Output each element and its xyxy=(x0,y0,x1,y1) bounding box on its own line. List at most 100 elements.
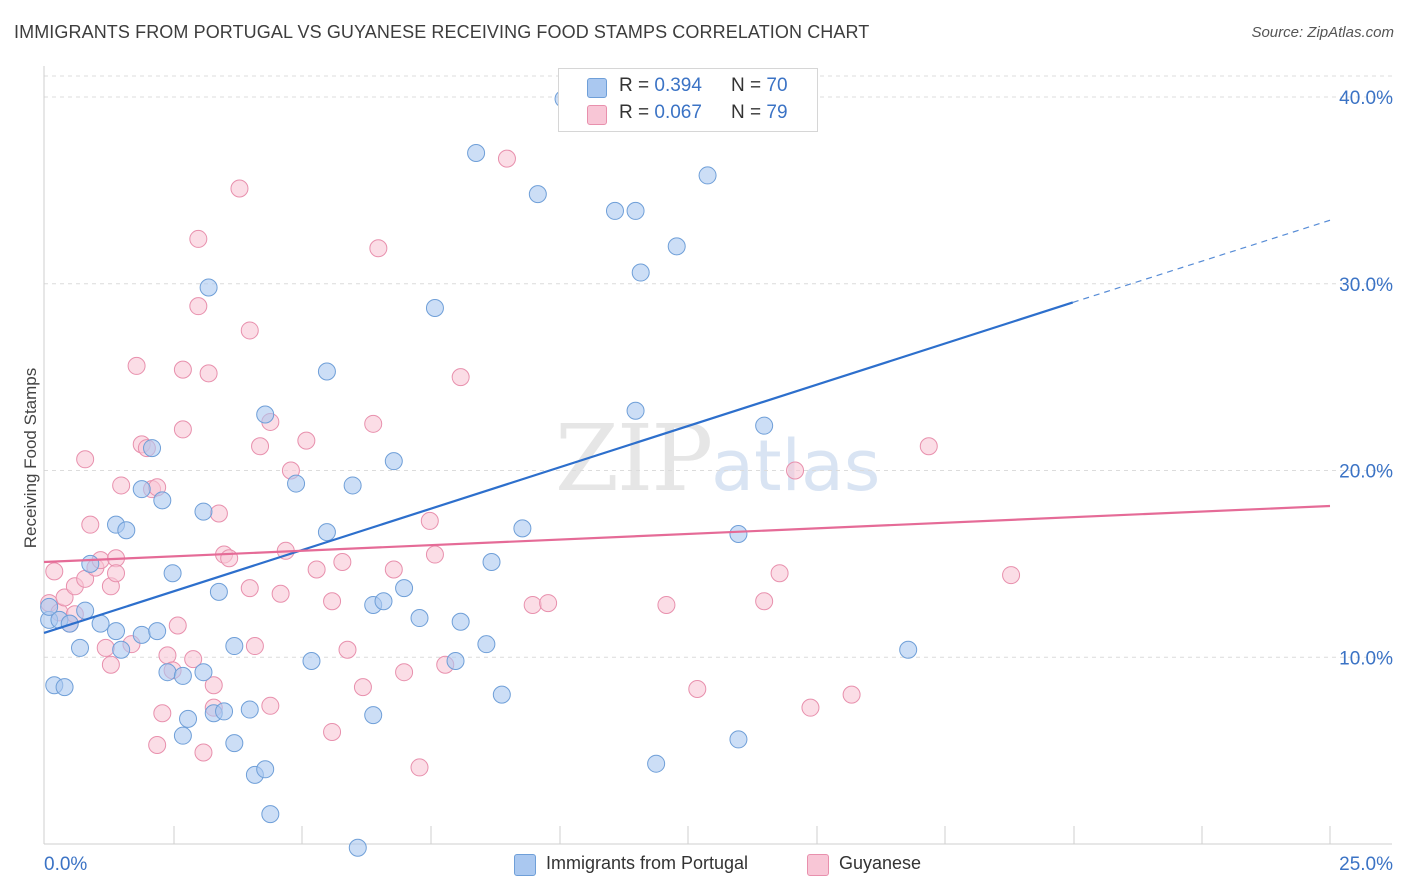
data-point xyxy=(353,678,372,697)
legend-label-guyanese: Guyanese xyxy=(839,853,922,873)
tick-labels: 10.0% 20.0% 30.0% 40.0% 0.0% 25.0% xyxy=(44,88,1393,875)
y-tick-label: 20.0% xyxy=(1339,462,1393,483)
data-point xyxy=(317,523,336,542)
data-point xyxy=(173,726,192,745)
data-point xyxy=(189,229,208,248)
data-point xyxy=(189,297,208,316)
data-point xyxy=(333,553,352,572)
data-point xyxy=(184,650,203,669)
data-point xyxy=(127,356,146,375)
data-point xyxy=(45,562,64,581)
data-point xyxy=(55,588,74,607)
data-point xyxy=(369,239,388,258)
data-point xyxy=(899,640,918,659)
data-point xyxy=(199,278,218,297)
data-point xyxy=(209,504,228,523)
data-point xyxy=(81,554,100,573)
data-point xyxy=(477,635,496,654)
data-point xyxy=(451,368,470,387)
series-legend: Immigrants from Portugal Guyanese xyxy=(0,852,1406,878)
data-point xyxy=(173,360,192,379)
data-point xyxy=(1002,566,1021,585)
trend-line-portugal xyxy=(43,301,1074,635)
data-point xyxy=(523,595,542,614)
watermark-zip: ZIP xyxy=(555,405,713,512)
data-point xyxy=(364,706,383,725)
data-point xyxy=(657,595,676,614)
data-point xyxy=(153,491,172,510)
data-point xyxy=(729,730,748,749)
y-tick-label: 10.0% xyxy=(1339,648,1393,669)
r-stat: R = 0.067 xyxy=(619,102,702,124)
data-point xyxy=(395,663,414,682)
data-point xyxy=(384,452,403,471)
trend-line-guyanese xyxy=(43,504,1331,564)
data-point xyxy=(647,754,666,773)
data-point xyxy=(225,637,244,656)
data-point xyxy=(364,414,383,433)
data-point xyxy=(240,700,259,719)
data-point xyxy=(271,584,290,603)
n-stat: N = 70 xyxy=(731,75,788,97)
data-point xyxy=(240,579,259,598)
x-tick-label: 0.0% xyxy=(44,854,87,875)
data-point xyxy=(410,758,429,777)
data-point xyxy=(698,166,717,185)
data-point xyxy=(240,321,259,340)
zipatlas-watermark: ZIPatlas xyxy=(555,405,880,512)
data-point xyxy=(446,651,465,670)
data-point xyxy=(256,405,275,424)
data-point xyxy=(626,401,645,420)
x-tick-label: 25.0% xyxy=(1339,854,1393,875)
n-value: 70 xyxy=(766,75,788,96)
data-point xyxy=(302,651,321,670)
legend-label-portugal: Immigrants from Portugal xyxy=(546,853,749,873)
y-axis-label: Receiving Food Stamps xyxy=(21,368,40,548)
data-point xyxy=(148,736,167,755)
legend-swatch-guyanese xyxy=(587,105,607,125)
data-point xyxy=(251,437,270,456)
data-point xyxy=(307,560,326,579)
data-point xyxy=(76,601,95,620)
data-point xyxy=(755,416,774,435)
data-point xyxy=(395,579,414,598)
data-point xyxy=(688,679,707,698)
r-stat: R = 0.394 xyxy=(619,75,702,97)
data-point xyxy=(132,480,151,499)
n-label: N = xyxy=(731,102,762,123)
data-point xyxy=(539,594,558,613)
data-point xyxy=(112,476,131,495)
grid-lines xyxy=(44,75,1392,658)
data-point xyxy=(261,696,280,715)
data-point xyxy=(168,616,187,635)
data-point xyxy=(287,474,306,493)
data-point xyxy=(107,622,126,641)
data-point xyxy=(343,476,362,495)
correlation-legend: R = 0.394 N = 70 R = 0.067 N = 79 xyxy=(558,68,818,132)
data-point xyxy=(770,564,789,583)
data-point xyxy=(497,149,516,168)
data-point xyxy=(605,201,624,220)
data-point xyxy=(297,431,316,450)
y-tick-label: 30.0% xyxy=(1339,275,1393,296)
data-point xyxy=(323,592,342,611)
data-point xyxy=(194,743,213,762)
legend-swatch-portugal xyxy=(587,78,607,98)
data-point xyxy=(143,439,162,458)
data-point xyxy=(96,638,115,657)
axes xyxy=(43,66,1392,845)
data-point xyxy=(492,685,511,704)
data-point xyxy=(101,655,120,674)
data-point xyxy=(842,685,861,704)
data-point xyxy=(55,678,74,697)
data-point xyxy=(153,704,172,723)
data-point xyxy=(261,805,280,824)
data-point xyxy=(384,560,403,579)
data-point xyxy=(204,676,223,695)
data-point xyxy=(425,545,444,564)
data-point xyxy=(451,612,470,631)
data-point xyxy=(626,201,645,220)
data-point xyxy=(148,622,167,641)
data-point xyxy=(348,838,367,857)
data-point xyxy=(245,637,264,656)
